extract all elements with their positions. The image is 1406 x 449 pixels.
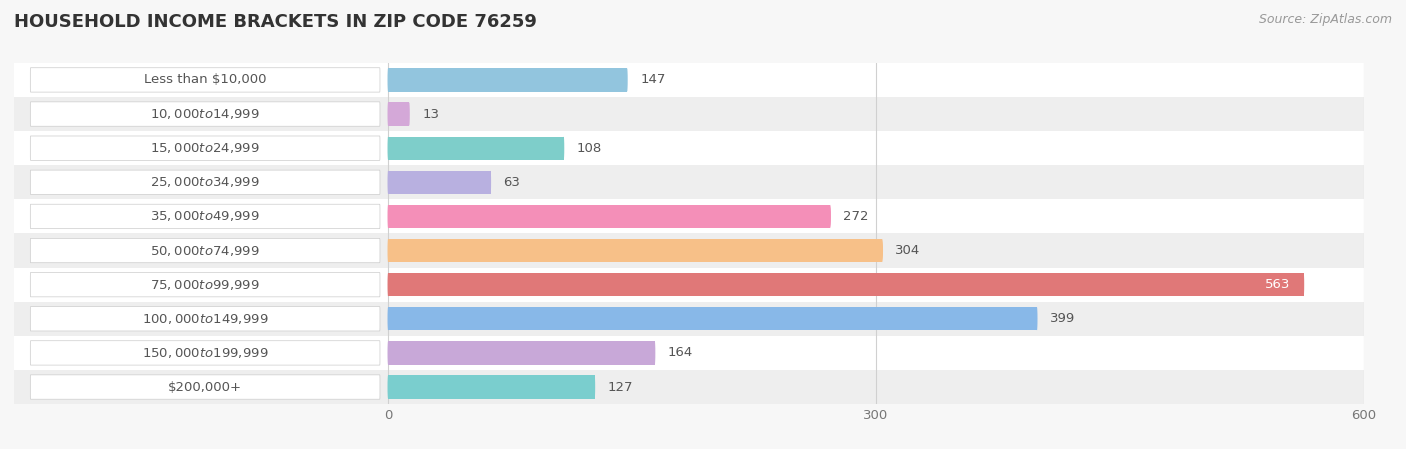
Text: 563: 563	[1265, 278, 1291, 291]
Text: $75,000 to $99,999: $75,000 to $99,999	[150, 277, 260, 292]
Text: $10,000 to $14,999: $10,000 to $14,999	[150, 107, 260, 121]
Text: 147: 147	[640, 74, 665, 86]
FancyBboxPatch shape	[31, 170, 380, 194]
Text: 272: 272	[844, 210, 869, 223]
Text: 63: 63	[503, 176, 520, 189]
Bar	[14, 302, 1364, 336]
Bar	[14, 336, 1364, 370]
Text: Source: ZipAtlas.com: Source: ZipAtlas.com	[1258, 13, 1392, 26]
Text: $100,000 to $149,999: $100,000 to $149,999	[142, 312, 269, 326]
FancyBboxPatch shape	[31, 68, 380, 92]
Text: 164: 164	[668, 347, 693, 359]
Text: $150,000 to $199,999: $150,000 to $199,999	[142, 346, 269, 360]
FancyBboxPatch shape	[31, 307, 380, 331]
FancyBboxPatch shape	[31, 238, 380, 263]
Text: HOUSEHOLD INCOME BRACKETS IN ZIP CODE 76259: HOUSEHOLD INCOME BRACKETS IN ZIP CODE 76…	[14, 13, 537, 31]
Bar	[14, 97, 1364, 131]
Bar	[388, 375, 595, 399]
Bar	[14, 131, 1364, 165]
Text: $35,000 to $49,999: $35,000 to $49,999	[150, 209, 260, 224]
Bar	[388, 239, 883, 262]
Bar	[388, 68, 627, 92]
Bar	[388, 136, 564, 160]
Bar	[388, 307, 1038, 330]
Text: $25,000 to $34,999: $25,000 to $34,999	[150, 175, 260, 189]
FancyBboxPatch shape	[31, 341, 380, 365]
FancyBboxPatch shape	[31, 273, 380, 297]
Text: Less than $10,000: Less than $10,000	[143, 74, 266, 86]
FancyBboxPatch shape	[31, 204, 380, 229]
FancyBboxPatch shape	[31, 102, 380, 126]
Bar	[388, 341, 655, 365]
Bar	[388, 273, 1303, 296]
Bar	[14, 268, 1364, 302]
Text: $200,000+: $200,000+	[169, 381, 242, 393]
Text: 108: 108	[576, 142, 602, 154]
Bar	[388, 102, 409, 126]
Text: $15,000 to $24,999: $15,000 to $24,999	[150, 141, 260, 155]
Bar	[14, 233, 1364, 268]
Bar	[388, 205, 831, 228]
FancyBboxPatch shape	[31, 375, 380, 399]
Text: 13: 13	[422, 108, 439, 120]
Bar	[14, 199, 1364, 233]
Bar	[14, 370, 1364, 404]
Bar	[14, 165, 1364, 199]
Bar	[388, 171, 491, 194]
FancyBboxPatch shape	[31, 136, 380, 160]
Text: 304: 304	[896, 244, 921, 257]
Text: $50,000 to $74,999: $50,000 to $74,999	[150, 243, 260, 258]
Bar	[14, 63, 1364, 97]
Text: 399: 399	[1050, 313, 1076, 325]
Text: 127: 127	[607, 381, 633, 393]
